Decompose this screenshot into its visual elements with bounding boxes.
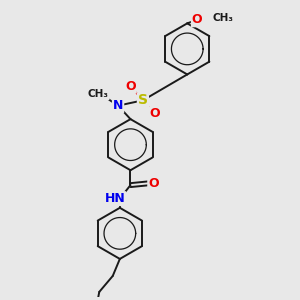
Text: O: O — [192, 13, 202, 26]
Text: N: N — [113, 99, 123, 112]
Text: CH₃: CH₃ — [88, 89, 109, 99]
Text: O: O — [149, 107, 160, 120]
Text: HN: HN — [104, 192, 125, 205]
Text: O: O — [125, 80, 136, 93]
Text: O: O — [148, 177, 159, 190]
Text: CH₃: CH₃ — [212, 13, 233, 23]
Text: S: S — [138, 93, 148, 107]
